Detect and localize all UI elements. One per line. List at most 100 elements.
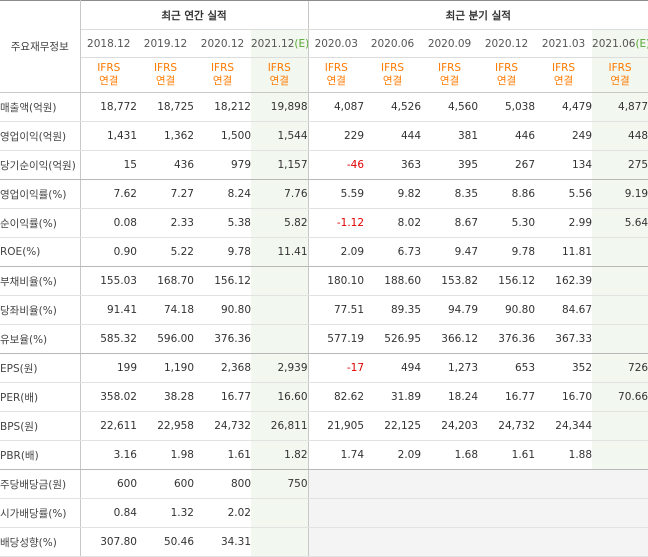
ifrs-label: IFRS (153, 62, 178, 74)
ifrs-label: IFRS (267, 62, 291, 74)
table-row: 부채비율(%) 155.03 168.70 156.12 180.10 188.60 153… (0, 266, 648, 296)
period-header: 2018.12 (80, 29, 137, 58)
value-cell: 38.28 (137, 382, 194, 412)
value-cell: 446 (478, 121, 536, 151)
value-cell: -46 (307, 150, 365, 180)
value-cell: 5.56 (535, 179, 593, 209)
period-header: 2021.03 (535, 29, 593, 58)
ifrs-label: IFRS (551, 62, 576, 74)
value-cell (592, 440, 648, 470)
value-cell (421, 469, 479, 499)
value-cell: 84.67 (535, 295, 593, 325)
value-cell: 77.51 (307, 295, 365, 325)
ifrs-badge: IFRS 연결 (194, 57, 251, 93)
value-cell: 600 (80, 469, 137, 499)
value-cell: 1,431 (80, 121, 137, 151)
value-cell (535, 527, 593, 557)
ifrs-label: IFRS (210, 62, 235, 74)
value-cell: 1,544 (251, 121, 309, 151)
value-cell: 2.33 (137, 208, 194, 238)
value-cell (535, 469, 593, 499)
period-header: 2019.12 (137, 29, 194, 58)
value-cell: 4,479 (535, 92, 593, 122)
value-cell: 5.59 (307, 179, 365, 209)
value-cell: 168.70 (137, 266, 194, 296)
value-cell: 0.08 (80, 208, 137, 238)
value-cell: 381 (421, 121, 479, 151)
value-cell: 24,732 (478, 411, 536, 441)
row-label: 매출액(억원) (0, 92, 81, 122)
annual-results-header: 최근 연간 실적 (80, 0, 309, 30)
period-header: 2020.03 (307, 29, 365, 58)
period-label: 2019.12 (143, 37, 188, 50)
value-cell: 34.31 (194, 527, 251, 557)
table-header: 주요재무정보 최근 연간 실적 최근 분기 실적 2018.12 2019.12 2… (0, 0, 648, 93)
value-cell: 5.38 (194, 208, 251, 238)
value-cell: 8.67 (421, 208, 479, 238)
ifrs-badge: IFRS 연결 (421, 57, 479, 93)
value-cell: 526.95 (364, 324, 422, 354)
value-cell (592, 469, 648, 499)
value-cell (535, 498, 593, 528)
value-cell: 24,732 (194, 411, 251, 441)
value-cell: 8.02 (364, 208, 422, 238)
row-label: BPS(원) (0, 411, 81, 441)
value-cell: 249 (535, 121, 593, 151)
value-cell: 90.80 (194, 295, 251, 325)
value-cell: 4,560 (421, 92, 479, 122)
value-cell: 134 (535, 150, 593, 180)
consolidated-label: 연결 (99, 75, 119, 87)
value-cell: 275 (592, 150, 648, 180)
value-cell: 9.47 (421, 237, 479, 267)
value-cell (592, 266, 648, 296)
value-cell: 70.66 (592, 382, 648, 412)
row-label: 부채비율(%) (0, 266, 81, 296)
value-cell: 8.24 (194, 179, 251, 209)
period-header: 2020.12 (194, 29, 251, 58)
consolidated-label: 연결 (269, 75, 289, 87)
value-cell: 7.62 (80, 179, 137, 209)
period-label: 2021.06 (592, 37, 636, 50)
value-cell: 1,190 (137, 353, 194, 383)
value-cell: 5.64 (592, 208, 648, 238)
period-header: 2021.06(E) (592, 29, 648, 58)
table-row: 영업이익률(%) 7.62 7.27 8.24 7.76 5.59 9.82 8.35 8.86… (0, 179, 648, 209)
period-label: 2018.12 (87, 37, 131, 50)
value-cell: 376.36 (194, 324, 251, 354)
row-label: 당기순이익(억원) (0, 150, 81, 180)
row-label: ROE(%) (0, 237, 81, 267)
value-cell: 89.35 (364, 295, 422, 325)
estimate-mark: (E) (635, 37, 648, 50)
period-label: 2020.12 (484, 37, 529, 50)
value-cell (307, 469, 365, 499)
value-cell: 267 (478, 150, 536, 180)
period-header: 2020.09 (421, 29, 479, 58)
value-cell: 979 (194, 150, 251, 180)
row-label: 배당성향(%) (0, 527, 81, 557)
value-cell: 9.78 (194, 237, 251, 267)
value-cell: 395 (421, 150, 479, 180)
value-cell (478, 498, 536, 528)
value-cell: 19,898 (251, 92, 309, 122)
table-row: 시가배당률(%) 0.84 1.32 2.02 (0, 498, 648, 528)
value-cell: 5.82 (251, 208, 309, 238)
value-cell: 448 (592, 121, 648, 151)
value-cell (421, 527, 479, 557)
value-cell: 3.16 (80, 440, 137, 470)
period-label: 2020.06 (370, 37, 415, 50)
value-cell: 156.12 (478, 266, 536, 296)
value-cell: 2,939 (251, 353, 309, 383)
value-cell: 155.03 (80, 266, 137, 296)
value-cell: 74.18 (137, 295, 194, 325)
value-cell: 7.27 (137, 179, 194, 209)
ifrs-label: IFRS (494, 62, 519, 74)
value-cell (478, 527, 536, 557)
value-cell: 188.60 (364, 266, 422, 296)
value-cell: 596.00 (137, 324, 194, 354)
table-row: BPS(원) 22,611 22,958 24,732 26,811 21,905 22,1… (0, 411, 648, 441)
value-cell: 4,526 (364, 92, 422, 122)
value-cell: 5.22 (137, 237, 194, 267)
value-cell: 2.02 (194, 498, 251, 528)
consolidated-label: 연결 (439, 75, 460, 87)
